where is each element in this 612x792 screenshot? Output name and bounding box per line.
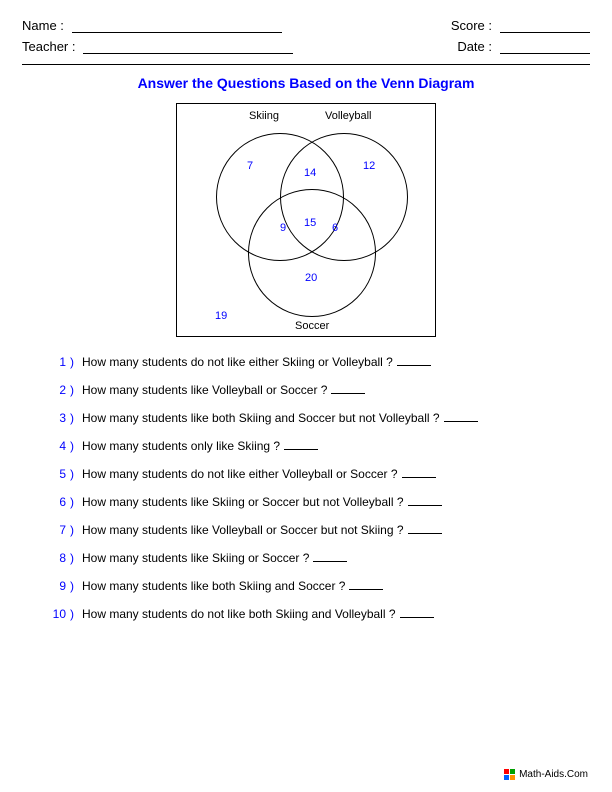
date-blank[interactable]	[500, 39, 590, 54]
date-label: Date :	[457, 39, 500, 54]
question-text: How many students do not like either Vol…	[82, 467, 398, 481]
question-number: 10	[40, 607, 70, 621]
question-number: 4	[40, 439, 70, 453]
answer-blank[interactable]	[331, 383, 365, 394]
question-paren: )	[70, 467, 82, 481]
date-field: Date :	[457, 39, 590, 54]
venn-value-skiing_volleyball: 14	[304, 167, 316, 179]
question-row: 2)How many students like Volleyball or S…	[40, 383, 572, 397]
question-row: 4)How many students only like Skiing ?	[40, 439, 572, 453]
question-paren: )	[70, 579, 82, 593]
venn-box: Skiing Volleyball Soccer 7 12 14 9 15 6 20 19	[176, 103, 436, 337]
header-row-1: Name : Score :	[22, 18, 590, 33]
header-divider	[22, 64, 590, 65]
question-text: How many students like both Skiing and S…	[82, 411, 440, 425]
questions-list: 1)How many students do not like either S…	[22, 355, 590, 621]
answer-blank[interactable]	[408, 495, 442, 506]
answer-blank[interactable]	[349, 579, 383, 590]
question-paren: )	[70, 523, 82, 537]
footer-logo-icon	[504, 769, 515, 780]
question-text: How many students do not like either Ski…	[82, 355, 393, 369]
question-number: 8	[40, 551, 70, 565]
question-text: How many students do not like both Skiin…	[82, 607, 396, 621]
question-text: How many students like both Skiing and S…	[82, 579, 345, 593]
name-blank[interactable]	[72, 18, 282, 33]
score-label: Score :	[451, 18, 500, 33]
answer-blank[interactable]	[402, 467, 436, 478]
venn-value-volleyball_soccer: 6	[332, 222, 338, 234]
venn-value-soccer_only: 20	[305, 272, 317, 284]
question-number: 1	[40, 355, 70, 369]
question-row: 6)How many students like Skiing or Socce…	[40, 495, 572, 509]
question-number: 3	[40, 411, 70, 425]
question-text: How many students like Volleyball or Soc…	[82, 523, 404, 537]
venn-label-skiing: Skiing	[249, 110, 279, 122]
teacher-label: Teacher :	[22, 39, 83, 54]
question-paren: )	[70, 551, 82, 565]
venn-value-skiing_soccer: 9	[280, 222, 286, 234]
footer: Math-Aids.Com	[504, 769, 588, 780]
name-label: Name :	[22, 18, 72, 33]
question-paren: )	[70, 411, 82, 425]
question-number: 6	[40, 495, 70, 509]
answer-blank[interactable]	[284, 439, 318, 450]
question-paren: )	[70, 355, 82, 369]
question-row: 3)How many students like both Skiing and…	[40, 411, 572, 425]
score-blank[interactable]	[500, 18, 590, 33]
score-field: Score :	[451, 18, 590, 33]
venn-value-outside: 19	[215, 310, 227, 322]
question-row: 7)How many students like Volleyball or S…	[40, 523, 572, 537]
question-number: 2	[40, 383, 70, 397]
question-row: 10)How many students do not like both Sk…	[40, 607, 572, 621]
question-text: How many students like Skiing or Soccer …	[82, 495, 404, 509]
question-text: How many students only like Skiing ?	[82, 439, 280, 453]
question-paren: )	[70, 607, 82, 621]
question-paren: )	[70, 439, 82, 453]
question-paren: )	[70, 495, 82, 509]
question-text: How many students like Volleyball or Soc…	[82, 383, 327, 397]
header-row-2: Teacher : Date :	[22, 39, 590, 54]
question-text: How many students like Skiing or Soccer …	[82, 551, 309, 565]
question-row: 9)How many students like both Skiing and…	[40, 579, 572, 593]
question-number: 9	[40, 579, 70, 593]
question-row: 8)How many students like Skiing or Socce…	[40, 551, 572, 565]
answer-blank[interactable]	[444, 411, 478, 422]
answer-blank[interactable]	[400, 607, 434, 618]
teacher-field: Teacher :	[22, 39, 293, 54]
name-field: Name :	[22, 18, 282, 33]
worksheet-title: Answer the Questions Based on the Venn D…	[22, 75, 590, 91]
venn-value-skiing_only: 7	[247, 160, 253, 172]
answer-blank[interactable]	[408, 523, 442, 534]
answer-blank[interactable]	[397, 355, 431, 366]
question-number: 5	[40, 467, 70, 481]
venn-label-volleyball: Volleyball	[325, 110, 371, 122]
venn-value-volleyball_only: 12	[363, 160, 375, 172]
teacher-blank[interactable]	[83, 39, 293, 54]
venn-circle-soccer	[248, 189, 376, 317]
question-paren: )	[70, 383, 82, 397]
venn-value-all_three: 15	[304, 217, 316, 229]
question-row: 5)How many students do not like either V…	[40, 467, 572, 481]
answer-blank[interactable]	[313, 551, 347, 562]
venn-wrap: Skiing Volleyball Soccer 7 12 14 9 15 6 20 19	[22, 103, 590, 337]
venn-label-soccer: Soccer	[295, 320, 329, 332]
question-number: 7	[40, 523, 70, 537]
question-row: 1)How many students do not like either S…	[40, 355, 572, 369]
footer-text: Math-Aids.Com	[519, 769, 588, 780]
